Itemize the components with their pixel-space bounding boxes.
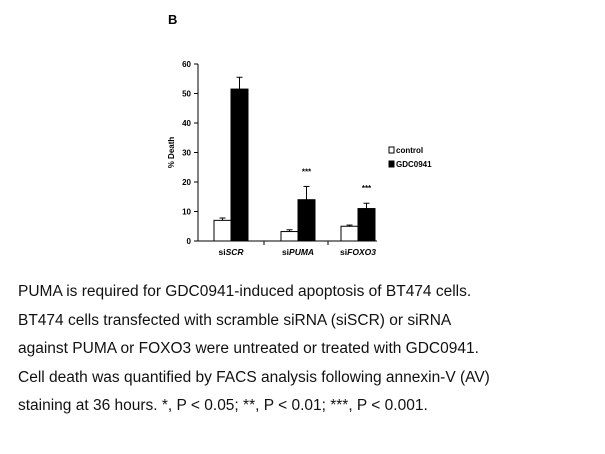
gdc0941-bar [297, 199, 316, 242]
caption-line: PUMA is required for GDC0941-induced apo… [18, 283, 472, 300]
gdc0941-bar [357, 208, 376, 242]
legend-swatch-control [388, 146, 395, 154]
y-axis-label: % Death [167, 137, 176, 169]
y-tick-label: 60 [182, 60, 191, 69]
legend-swatch-gdc0941 [388, 160, 395, 168]
x-category-label: siFOXO3 [340, 247, 376, 257]
y-tick-label: 30 [182, 149, 191, 158]
y-tick-label: 0 [187, 237, 192, 246]
y-tick-label: 50 [182, 90, 191, 99]
caption-line: against PUMA or FOXO3 were untreated or … [18, 340, 479, 357]
significance-marker: *** [302, 167, 312, 176]
figure-caption: PUMA is required for GDC0941-induced apo… [18, 278, 598, 421]
x-category-label: siSCR [218, 247, 244, 257]
legend-label-gdc0941: GDC0941 [396, 160, 432, 169]
control-bar [340, 225, 359, 242]
y-tick-label: 40 [182, 119, 191, 128]
caption-line: BT474 cells transfected with scramble si… [18, 311, 452, 329]
significance-marker: *** [362, 184, 372, 193]
caption-line: Cell death was quantified by FACS analys… [18, 368, 490, 386]
gdc0941-bar [230, 88, 249, 242]
legend-label-control: control [396, 146, 423, 155]
x-category-label: siPUMA [282, 247, 314, 257]
y-tick-label: 10 [182, 208, 191, 217]
bar-chart: B 0 10 20 30 40 50 60 % Death *** *** siSCR siPUMA s… [167, 12, 432, 257]
control-bar [280, 231, 299, 242]
panel-label: B [168, 12, 177, 27]
y-tick-label: 20 [182, 178, 191, 187]
control-bar [213, 219, 232, 242]
caption-line: staining at 36 hours. *, P < 0.05; **, P… [18, 397, 428, 414]
